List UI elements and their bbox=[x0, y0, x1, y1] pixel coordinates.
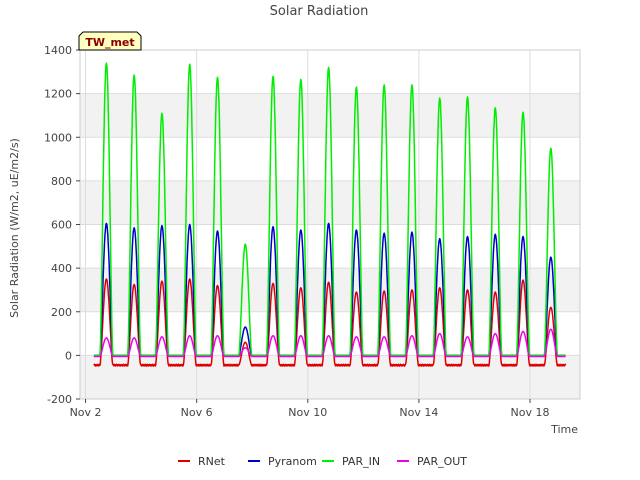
x-tick-label: Nov 2 bbox=[70, 406, 102, 419]
y-axis-label: Solar Radiation (W/m2, uE/m2/s) bbox=[8, 138, 21, 318]
x-tick-label: Nov 10 bbox=[288, 406, 327, 419]
x-tick-label: Nov 14 bbox=[399, 406, 438, 419]
legend-label: RNet bbox=[198, 455, 226, 468]
series-line-par-in bbox=[93, 62, 566, 357]
legend-label: PAR_IN bbox=[342, 455, 380, 468]
plot-band bbox=[80, 180, 580, 225]
y-tick-label: 800 bbox=[51, 175, 72, 188]
y-tick-label: -200 bbox=[47, 393, 72, 406]
chart-title: Solar Radiation bbox=[270, 4, 369, 19]
plot-band bbox=[80, 355, 580, 399]
x-tick-label: Nov 6 bbox=[181, 406, 213, 419]
x-axis-label: Time bbox=[550, 423, 578, 436]
series-line-rnet bbox=[93, 278, 567, 367]
series-lines bbox=[93, 62, 567, 367]
y-tick-label: 400 bbox=[51, 262, 72, 275]
series-line-par-out bbox=[93, 328, 566, 358]
plot-band bbox=[80, 137, 580, 181]
y-tick-label: 0 bbox=[65, 349, 72, 362]
y-tick-label: 200 bbox=[51, 306, 72, 319]
y-tick-label: 1000 bbox=[44, 131, 72, 144]
plot-band bbox=[80, 311, 580, 356]
station-badge: TW_met bbox=[78, 31, 142, 51]
y-tick-label: 1200 bbox=[44, 88, 72, 101]
x-tick-label: Nov 18 bbox=[511, 406, 550, 419]
legend-label: PAR_OUT bbox=[417, 455, 467, 468]
legend-label: Pyranom bbox=[268, 455, 317, 468]
grid-lines bbox=[80, 49, 580, 400]
axes: -200 0 200 400 600 800 1000 1200 1400 Nov 2 Nov 6 N… bbox=[44, 44, 581, 419]
legend: RNet Pyranom PAR_IN PAR_OUT bbox=[178, 455, 467, 468]
y-tick-label: 600 bbox=[51, 219, 72, 232]
y-tick-label: 1400 bbox=[44, 44, 72, 57]
station-badge-label: TW_met bbox=[85, 36, 134, 49]
